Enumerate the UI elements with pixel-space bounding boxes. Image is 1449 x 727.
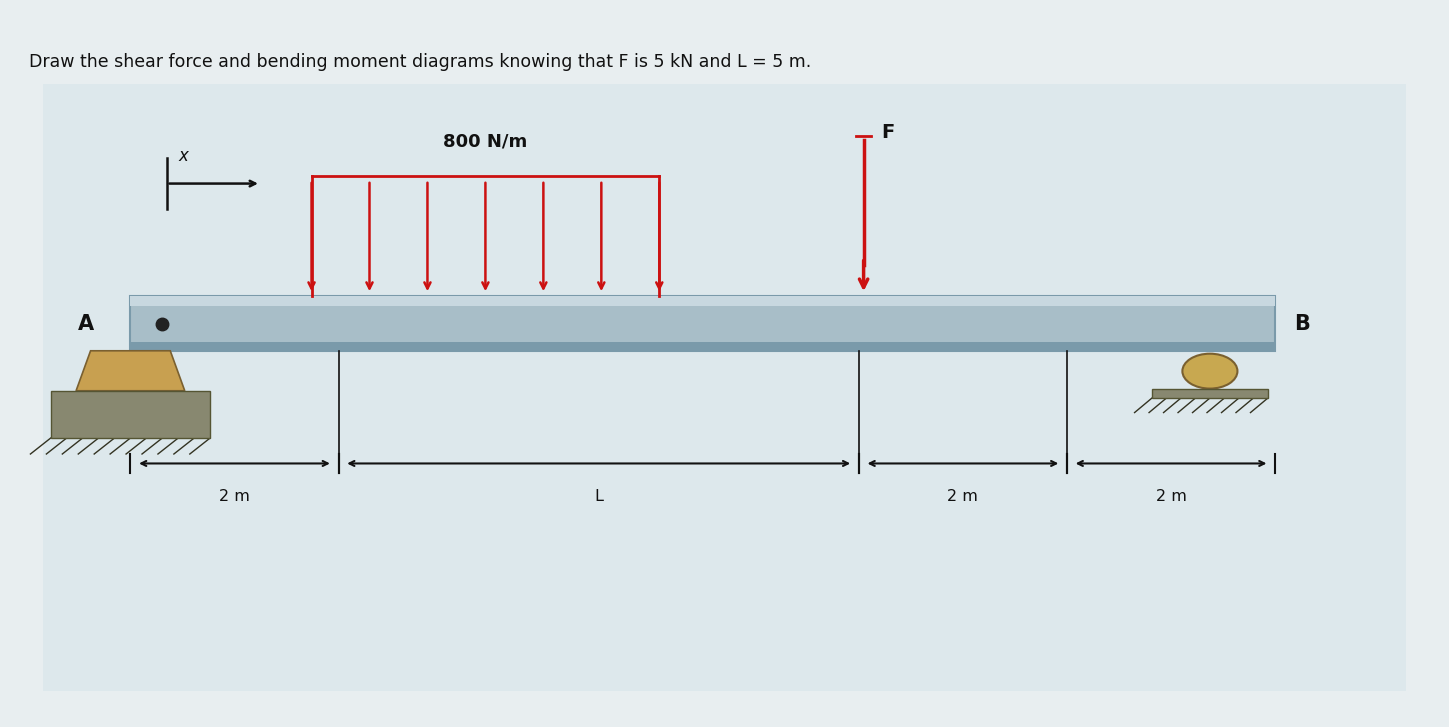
- Text: Draw the shear force and bending moment diagrams knowing that F is 5 kN and L = : Draw the shear force and bending moment …: [29, 53, 811, 71]
- Text: 800 N/m: 800 N/m: [443, 133, 527, 150]
- Text: L: L: [594, 489, 603, 504]
- Bar: [130, 297, 1275, 307]
- Text: 2 m: 2 m: [219, 489, 249, 504]
- Bar: [130, 297, 1275, 350]
- Bar: [43, 84, 1406, 691]
- Text: 2 m: 2 m: [948, 489, 978, 504]
- Text: x: x: [178, 148, 188, 165]
- Bar: [1152, 390, 1268, 398]
- Text: F: F: [881, 123, 894, 142]
- Text: B: B: [1294, 313, 1310, 334]
- Bar: [51, 390, 210, 438]
- Text: A: A: [78, 313, 94, 334]
- Bar: [130, 342, 1275, 350]
- Text: 2 m: 2 m: [1156, 489, 1187, 504]
- Polygon shape: [75, 350, 184, 390]
- Ellipse shape: [1182, 353, 1237, 388]
